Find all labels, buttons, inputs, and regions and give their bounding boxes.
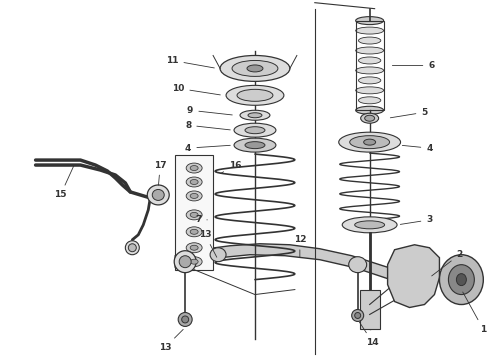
Ellipse shape [349, 257, 367, 273]
Ellipse shape [339, 132, 400, 152]
Text: 17: 17 [154, 161, 167, 185]
Ellipse shape [356, 87, 384, 94]
Ellipse shape [356, 47, 384, 54]
Bar [175, 155, 213, 270]
Ellipse shape [440, 255, 483, 305]
Ellipse shape [179, 256, 191, 268]
Ellipse shape [448, 265, 474, 294]
Text: 15: 15 [54, 165, 74, 199]
Ellipse shape [147, 185, 169, 205]
Text: 13: 13 [159, 329, 183, 352]
Ellipse shape [234, 123, 276, 137]
Ellipse shape [240, 110, 270, 120]
Ellipse shape [125, 241, 139, 255]
Ellipse shape [220, 55, 290, 81]
Text: 14: 14 [359, 322, 379, 347]
Ellipse shape [226, 85, 284, 105]
Ellipse shape [190, 180, 198, 184]
Ellipse shape [190, 259, 198, 264]
Ellipse shape [456, 274, 466, 285]
Polygon shape [388, 245, 440, 307]
Ellipse shape [355, 312, 361, 319]
Ellipse shape [186, 177, 202, 187]
Ellipse shape [210, 248, 226, 262]
Ellipse shape [359, 77, 381, 84]
Bar [356, 21, 384, 110]
Text: 16: 16 [220, 161, 241, 174]
Text: 6: 6 [392, 61, 435, 70]
Polygon shape [175, 244, 415, 288]
Ellipse shape [356, 67, 384, 74]
Ellipse shape [152, 189, 164, 201]
Ellipse shape [356, 27, 384, 34]
Ellipse shape [359, 97, 381, 104]
Ellipse shape [365, 115, 375, 121]
Ellipse shape [234, 138, 276, 152]
Text: 1: 1 [463, 292, 487, 334]
Text: 5: 5 [391, 108, 428, 118]
Ellipse shape [186, 191, 202, 201]
Ellipse shape [359, 37, 381, 44]
Text: 4: 4 [185, 144, 230, 153]
Bar [360, 289, 380, 329]
Ellipse shape [174, 251, 196, 273]
Text: 2: 2 [432, 250, 463, 276]
Ellipse shape [364, 139, 376, 145]
Text: 11: 11 [166, 56, 214, 68]
Text: 7: 7 [195, 215, 207, 224]
Ellipse shape [237, 89, 273, 101]
Text: 13: 13 [199, 230, 217, 257]
Ellipse shape [186, 227, 202, 237]
Text: 3: 3 [400, 215, 433, 224]
Ellipse shape [178, 312, 192, 327]
Ellipse shape [186, 210, 202, 220]
Ellipse shape [356, 106, 384, 114]
Text: 10: 10 [172, 84, 220, 95]
Ellipse shape [190, 245, 198, 250]
Ellipse shape [355, 221, 385, 229]
Ellipse shape [128, 244, 136, 252]
Text: 8: 8 [185, 121, 230, 130]
Ellipse shape [352, 310, 364, 321]
Ellipse shape [232, 60, 278, 76]
Ellipse shape [342, 217, 397, 233]
Ellipse shape [190, 229, 198, 234]
Ellipse shape [361, 113, 379, 123]
Ellipse shape [190, 166, 198, 171]
Ellipse shape [245, 127, 265, 134]
Ellipse shape [186, 163, 202, 173]
Ellipse shape [190, 193, 198, 198]
Ellipse shape [245, 141, 265, 149]
Text: 9: 9 [187, 106, 232, 115]
Text: 4: 4 [402, 144, 433, 153]
Ellipse shape [356, 17, 384, 24]
Ellipse shape [182, 316, 189, 323]
Ellipse shape [350, 136, 390, 149]
Ellipse shape [190, 212, 198, 217]
Ellipse shape [359, 57, 381, 64]
Ellipse shape [248, 113, 262, 118]
Ellipse shape [247, 65, 263, 72]
Text: 12: 12 [294, 235, 306, 257]
Ellipse shape [186, 243, 202, 253]
Ellipse shape [186, 257, 202, 267]
